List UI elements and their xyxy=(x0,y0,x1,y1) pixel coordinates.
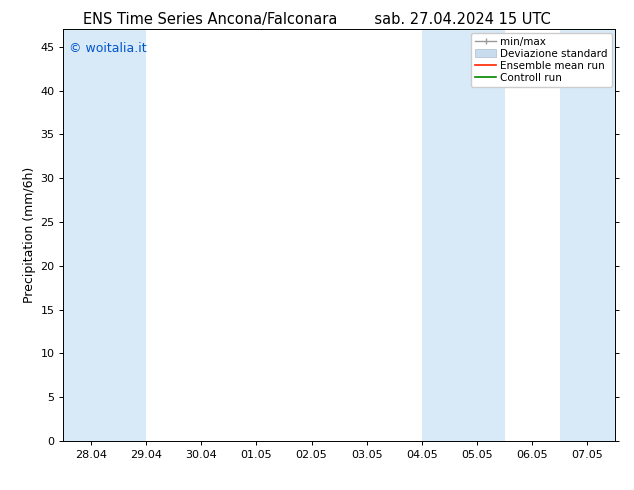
Bar xyxy=(422,29,505,441)
Bar xyxy=(63,29,146,441)
Y-axis label: Precipitation (mm/6h): Precipitation (mm/6h) xyxy=(23,167,36,303)
Bar xyxy=(560,29,615,441)
Legend: min/max, Deviazione standard, Ensemble mean run, Controll run: min/max, Deviazione standard, Ensemble m… xyxy=(471,32,612,87)
Text: ENS Time Series Ancona/Falconara        sab. 27.04.2024 15 UTC: ENS Time Series Ancona/Falconara sab. 27… xyxy=(83,12,551,27)
Text: © woitalia.it: © woitalia.it xyxy=(69,42,146,55)
